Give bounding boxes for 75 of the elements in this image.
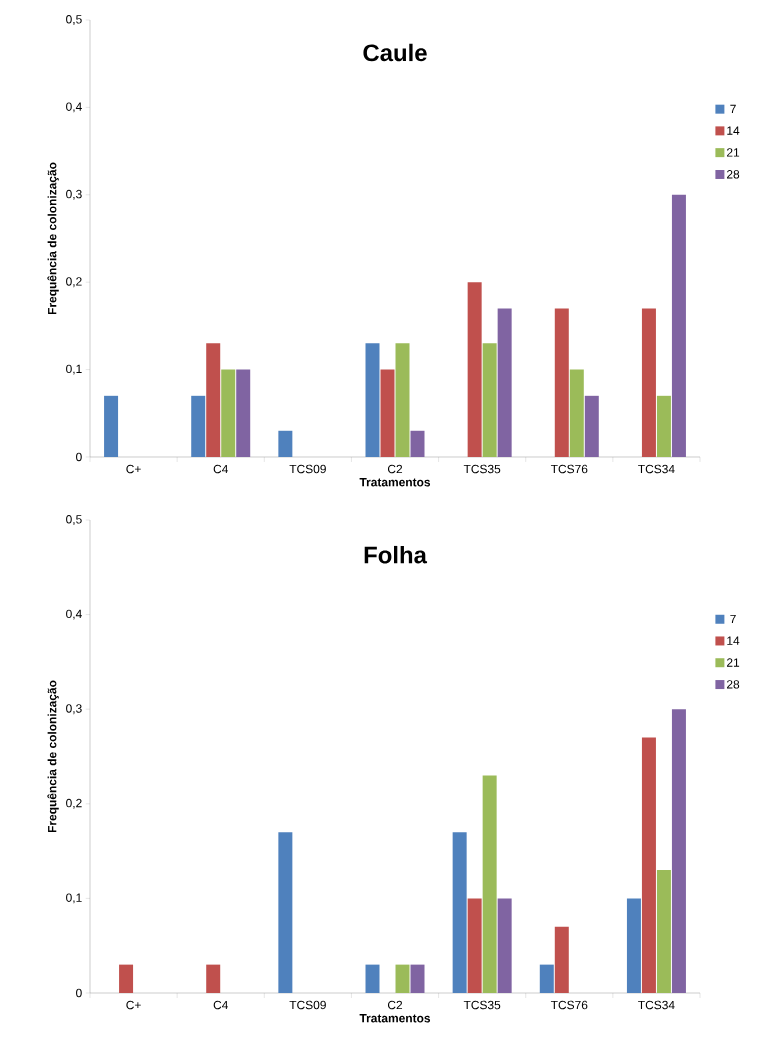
legend-label: 21 <box>726 148 740 157</box>
bar <box>104 395 119 457</box>
bar <box>221 369 236 457</box>
bar <box>656 395 671 457</box>
bar <box>482 775 497 993</box>
x-axis-title: Tratamentos <box>359 1014 431 1023</box>
bar <box>641 308 656 457</box>
bar <box>380 369 395 457</box>
bar <box>641 737 656 993</box>
legend-label: 21 <box>726 658 740 667</box>
legend-label: 28 <box>726 170 740 179</box>
y-tick-label: 0,3 <box>66 704 82 715</box>
bar <box>410 430 425 457</box>
x-tick-label: TCS09 <box>289 464 326 474</box>
bar <box>206 964 221 993</box>
y-tick-label: 0,4 <box>66 609 82 620</box>
y-tick-label: 0,3 <box>66 189 82 200</box>
x-tick-label: TCS76 <box>550 1000 588 1010</box>
x-tick-label: C2 <box>387 464 403 474</box>
bar <box>671 709 686 993</box>
x-tick-label: C4 <box>213 1000 228 1010</box>
legend-label: 14 <box>727 636 740 645</box>
bar <box>452 832 467 993</box>
y-tick-label: 0,2 <box>66 798 82 809</box>
bar <box>278 832 293 993</box>
x-tick-label: TCS09 <box>289 1000 326 1010</box>
bar <box>671 194 686 457</box>
bar <box>395 343 410 457</box>
y-axis-title: Frequência de colonização <box>47 162 59 315</box>
bar <box>395 964 410 993</box>
bar <box>467 898 482 993</box>
bar <box>656 870 671 993</box>
x-tick-label: C4 <box>213 464 228 474</box>
bar <box>467 282 482 457</box>
bar <box>278 430 293 457</box>
text: Folha <box>364 545 428 564</box>
bar <box>410 964 425 993</box>
bar <box>119 964 134 993</box>
legend-label: 7 <box>730 104 736 114</box>
bar <box>569 369 584 457</box>
bar <box>497 308 512 457</box>
bar <box>554 926 569 993</box>
x-tick-label: TCS34 <box>638 1000 675 1010</box>
bar <box>626 898 641 993</box>
y-tick-label: 0,5 <box>66 515 82 525</box>
x-tick-label: C+ <box>126 1000 141 1010</box>
y-tick-label: 0,1 <box>66 893 82 904</box>
bar <box>206 343 221 457</box>
y-tick-label: 0,2 <box>66 277 82 288</box>
y-tick-label: 0,5 <box>66 15 82 25</box>
x-tick-label: C2 <box>387 1000 403 1010</box>
bar <box>191 395 206 457</box>
bar <box>482 343 497 457</box>
legend-label: 14 <box>727 126 740 135</box>
bar <box>497 898 512 993</box>
x-tick-label: TCS35 <box>463 464 501 474</box>
bar <box>554 308 569 457</box>
x-tick-label: TCS76 <box>550 464 588 474</box>
legend-label: 7 <box>730 614 736 624</box>
bar <box>365 964 380 993</box>
bar <box>236 369 251 457</box>
y-axis-title: Frequência de colonização <box>47 680 59 833</box>
y-tick-label: 0,4 <box>66 102 82 113</box>
y-tick-label: 0 <box>76 988 82 998</box>
bar <box>584 395 599 457</box>
legend-label: 28 <box>726 680 740 689</box>
x-tick-label: TCS35 <box>463 1000 501 1010</box>
y-tick-label: 0,1 <box>66 364 82 375</box>
x-tick-label: TCS34 <box>638 464 675 474</box>
bar <box>365 343 380 457</box>
bar <box>539 964 554 993</box>
text: Caule <box>363 43 427 62</box>
y-tick-label: 0 <box>76 452 82 462</box>
x-tick-label: C+ <box>126 464 141 474</box>
x-axis-title: Tratamentos <box>359 478 431 487</box>
